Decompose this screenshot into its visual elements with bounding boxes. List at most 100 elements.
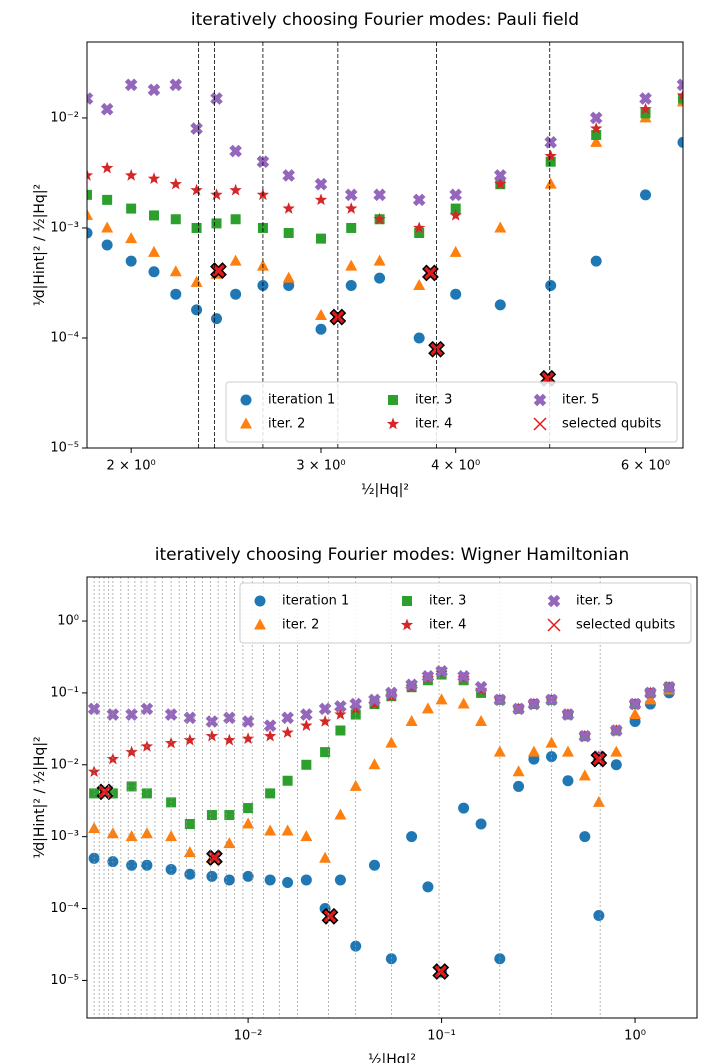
legend-marker <box>388 395 398 405</box>
point <box>513 780 525 792</box>
point <box>590 122 603 134</box>
point <box>191 304 203 316</box>
point <box>413 278 426 290</box>
point <box>281 726 294 738</box>
point <box>334 808 347 820</box>
point <box>183 711 197 725</box>
legend-marker <box>402 596 412 606</box>
point <box>300 708 313 721</box>
y-tick-label: 10⁰ <box>57 614 79 629</box>
point <box>242 817 255 829</box>
point <box>457 697 470 709</box>
y-tick-label: 10⁻² <box>50 110 79 125</box>
point <box>211 218 222 229</box>
point <box>610 759 622 771</box>
point <box>282 877 294 889</box>
x-tick-label: 10⁻² <box>234 1029 263 1044</box>
point <box>314 177 328 191</box>
points <box>87 664 676 980</box>
point <box>345 259 358 271</box>
point <box>243 803 254 814</box>
legend-label: iteration 1 <box>282 594 349 609</box>
point <box>527 745 540 757</box>
legend-label: selected qubits <box>562 417 661 432</box>
point <box>87 765 101 778</box>
point <box>264 824 277 836</box>
point <box>183 733 197 746</box>
point <box>282 775 293 786</box>
legend-marker <box>547 618 561 632</box>
legend: iteration 1 iter. 2 iter. 3 iter. 4 iter. 5 s… <box>239 582 692 644</box>
point <box>241 732 255 745</box>
point <box>476 687 487 698</box>
point <box>450 288 462 300</box>
point <box>190 183 203 196</box>
legend-marker <box>240 394 252 406</box>
legend-label: iter. 4 <box>429 618 466 633</box>
point <box>449 245 462 257</box>
point <box>229 144 242 158</box>
point <box>405 678 418 692</box>
legend-label: iter. 5 <box>562 393 599 408</box>
point <box>368 758 381 770</box>
legend-marker <box>547 594 561 608</box>
point <box>345 202 358 214</box>
point <box>385 686 398 700</box>
point <box>241 715 255 728</box>
point <box>494 299 506 311</box>
point <box>205 715 219 728</box>
point <box>282 202 295 214</box>
selected-point <box>590 750 608 768</box>
point <box>334 708 347 720</box>
point <box>592 795 605 807</box>
point <box>527 697 541 711</box>
legend-marker <box>254 618 266 630</box>
x-tick-label: 6 × 10⁰ <box>621 459 670 474</box>
point <box>206 870 218 882</box>
point <box>677 136 683 148</box>
point <box>206 810 217 821</box>
legend-marker <box>254 595 266 607</box>
point <box>169 265 182 277</box>
point <box>335 725 346 736</box>
point <box>211 313 223 325</box>
point <box>263 729 277 742</box>
point <box>544 136 557 149</box>
point <box>544 149 557 162</box>
point <box>373 254 386 266</box>
point <box>449 188 462 202</box>
point <box>124 78 138 92</box>
point <box>413 221 426 234</box>
point <box>561 708 575 721</box>
point <box>169 177 182 190</box>
points <box>87 78 683 387</box>
legend-marker <box>533 393 547 407</box>
point <box>148 210 159 221</box>
point <box>257 222 268 233</box>
legend-label: iter. 5 <box>576 594 613 609</box>
point <box>281 824 294 836</box>
point <box>494 177 507 190</box>
point <box>87 702 101 716</box>
point <box>421 670 435 683</box>
point <box>283 279 295 291</box>
point <box>242 870 254 882</box>
point <box>590 135 603 147</box>
chart-title: iteratively choosing Fourier modes: Paul… <box>191 10 579 30</box>
point <box>126 781 137 792</box>
point <box>265 788 276 799</box>
x-tick-label: 3 × 10⁰ <box>296 459 345 474</box>
point <box>170 288 182 300</box>
point <box>100 102 114 116</box>
point <box>344 188 358 202</box>
point <box>125 232 138 244</box>
point <box>368 693 381 707</box>
point <box>147 83 161 97</box>
selected-point <box>432 963 450 980</box>
point <box>458 802 470 814</box>
point <box>126 203 137 214</box>
point <box>413 332 425 344</box>
point <box>88 821 101 833</box>
point <box>320 747 331 758</box>
point <box>124 168 138 181</box>
